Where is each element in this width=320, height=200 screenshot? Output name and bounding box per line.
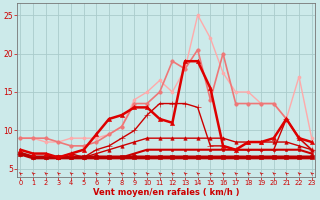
X-axis label: Vent moyen/en rafales ( km/h ): Vent moyen/en rafales ( km/h )	[93, 188, 239, 197]
